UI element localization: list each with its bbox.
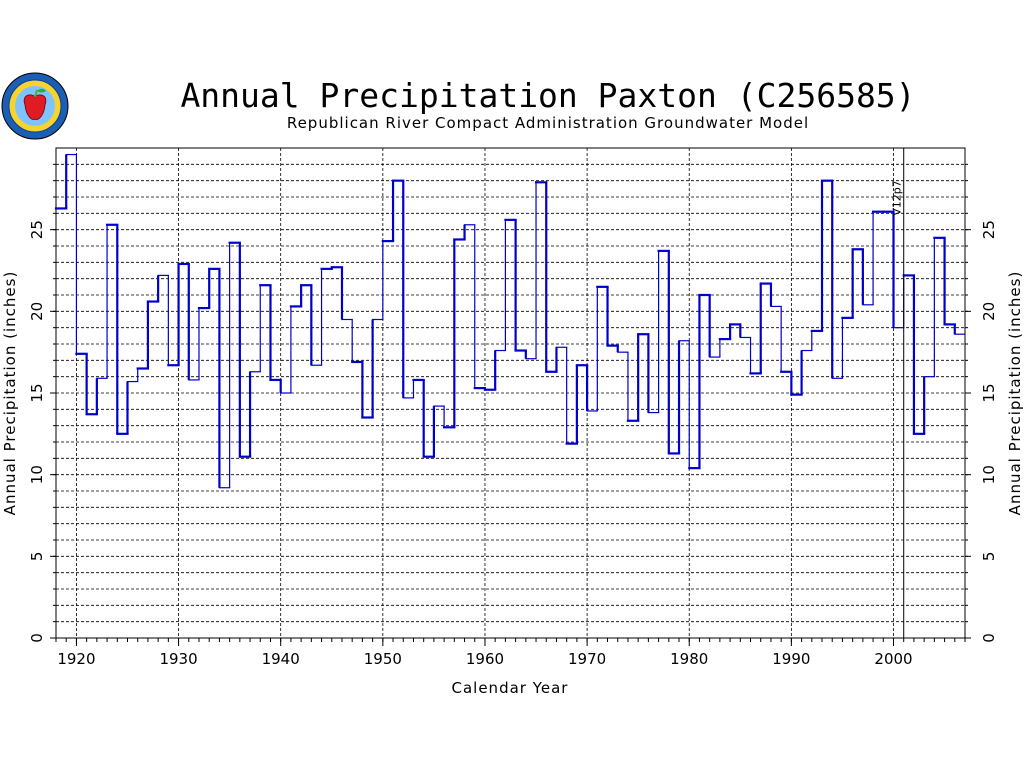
x-tick-label: 2000 <box>874 650 912 668</box>
y-tick-label-right: 0 <box>980 633 998 643</box>
chart-subtitle: Republican River Compact Administration … <box>287 114 809 132</box>
y-tick-label-right: 20 <box>980 302 998 321</box>
y-tick-label-right: 25 <box>980 220 998 239</box>
y-tick-label-left: 5 <box>28 552 46 562</box>
y-tick-label-right: 10 <box>980 465 998 484</box>
x-tick-label: 1930 <box>159 650 197 668</box>
x-axis: 1920 1930 1940 1950 1960 1970 1980 1990 2000 <box>55 638 966 668</box>
version-marker: V12p7 <box>891 148 905 638</box>
x-axis-label: Calendar Year <box>452 679 569 697</box>
y-axis-label-left: Annual Precipitation (inches) <box>1 271 19 516</box>
x-tick-label: 1980 <box>670 650 708 668</box>
y-tick-label-right: 5 <box>980 552 998 562</box>
y-axis-label-right: Annual Precipitation (inches) <box>1006 271 1024 516</box>
version-marker-label: V12p7 <box>891 180 904 216</box>
x-tick-label: 1970 <box>568 650 606 668</box>
y-tick-label-left: 25 <box>28 220 46 239</box>
x-tick-label: 1940 <box>262 650 300 668</box>
x-tick-label: 1950 <box>364 650 402 668</box>
y-tick-label-left: 10 <box>28 465 46 484</box>
y-tick-label-left: 20 <box>28 302 46 321</box>
chart-title: Annual Precipitation Paxton (C256585) <box>180 76 915 115</box>
y-axis-left: 0 5 10 15 20 25 <box>28 163 56 643</box>
y-tick-label-right: 15 <box>980 383 998 402</box>
y-tick-label-left: 0 <box>28 633 46 643</box>
x-tick-label: 1960 <box>466 650 504 668</box>
x-tick-label: 1920 <box>57 650 95 668</box>
x-tick-label: 1990 <box>772 650 810 668</box>
y-tick-label-left: 15 <box>28 383 46 402</box>
grid-lines <box>56 148 965 638</box>
y-axis-right: 0 5 10 15 20 25 <box>965 163 998 643</box>
rrca-logo <box>1 72 69 140</box>
series-precipitation <box>54 153 966 489</box>
